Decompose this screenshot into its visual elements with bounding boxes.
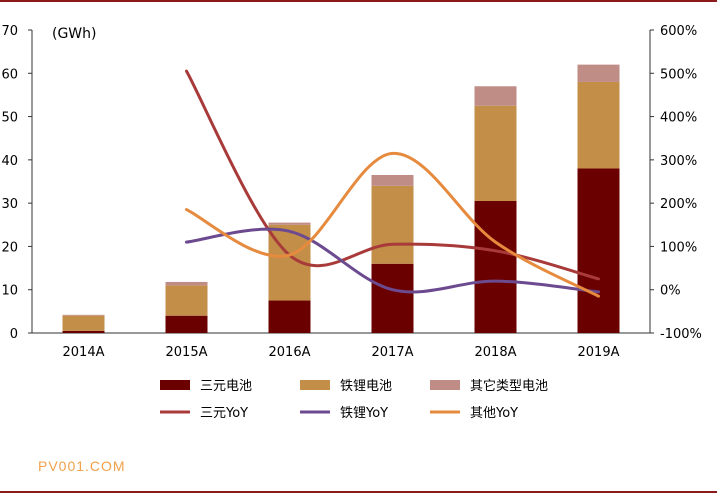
y-tick-label-left: 0 bbox=[10, 327, 18, 342]
axes: 0 10 20 30 40 50 60 70 -100% 0% 100% 200% 300% 400% 50… bbox=[1, 24, 701, 360]
legend-label: 铁锂电池 bbox=[340, 379, 392, 394]
bar-segment bbox=[474, 105, 517, 201]
bars bbox=[62, 64, 620, 333]
bar-segment bbox=[474, 86, 517, 106]
bar-segment bbox=[62, 315, 105, 331]
x-tick-label: 2016A bbox=[269, 345, 311, 360]
y-tick-label-left: 30 bbox=[1, 197, 18, 212]
legend-swatch bbox=[300, 380, 330, 390]
y-tick-label-right: 200% bbox=[660, 197, 697, 212]
bar-segment bbox=[268, 300, 311, 333]
y-tick-label-right: 500% bbox=[660, 67, 697, 82]
x-tick-label: 2014A bbox=[63, 345, 105, 360]
legend-label: 其它类型电池 bbox=[470, 378, 548, 394]
bar-segment bbox=[62, 330, 105, 333]
legend-swatch bbox=[430, 380, 460, 390]
bar-segment bbox=[371, 175, 414, 186]
bar-segment bbox=[577, 64, 620, 82]
series-line bbox=[185, 227, 600, 294]
y-tick-label-left: 60 bbox=[1, 67, 18, 82]
lines bbox=[185, 69, 600, 298]
legend-label: 铁锂YoY bbox=[340, 406, 388, 421]
legend-label: 三元YoY bbox=[200, 406, 248, 421]
x-tick-label: 2019A bbox=[578, 345, 620, 360]
legend-label: 其他YoY bbox=[470, 406, 518, 421]
series-line bbox=[185, 151, 600, 298]
bar-segment bbox=[165, 315, 208, 333]
y-tick-label-left: 70 bbox=[1, 24, 18, 39]
bar-segment bbox=[371, 263, 414, 333]
y-tick-label-right: 300% bbox=[660, 154, 697, 169]
bar-segment bbox=[268, 222, 311, 225]
bar-segment bbox=[371, 185, 414, 264]
y-tick-label-right: 600% bbox=[660, 24, 697, 39]
bar-segment bbox=[577, 168, 620, 333]
x-tick-label: 2017A bbox=[372, 345, 414, 360]
y-tick-label-right: 400% bbox=[660, 111, 697, 126]
legend-swatch bbox=[160, 380, 190, 390]
y-tick-label-left: 20 bbox=[1, 240, 18, 255]
y-tick-label-left: 50 bbox=[1, 111, 18, 126]
legend-label: 三元电池 bbox=[200, 379, 252, 394]
bar-segment bbox=[165, 281, 208, 286]
bar-segment bbox=[62, 314, 105, 316]
y-tick-label-left: 10 bbox=[1, 284, 18, 299]
y-tick-label-right: 0% bbox=[660, 284, 681, 299]
bar-segment bbox=[165, 285, 208, 316]
x-tick-label: 2015A bbox=[166, 345, 208, 360]
bar-segment bbox=[474, 200, 517, 333]
y-tick-label-right: 100% bbox=[660, 240, 697, 255]
y-tick-label-right: -100% bbox=[660, 327, 702, 342]
x-tick-label: 2018A bbox=[475, 345, 517, 360]
bar-segment bbox=[577, 81, 620, 169]
watermark: PV001.COM bbox=[38, 458, 126, 474]
y-tick-label-left: 40 bbox=[1, 154, 18, 169]
unit-label: (GWh) bbox=[52, 26, 97, 42]
